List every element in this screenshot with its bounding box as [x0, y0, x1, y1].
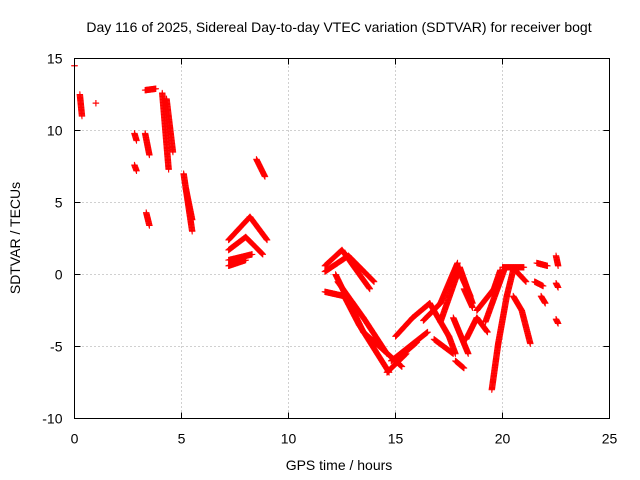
data-point [469, 304, 476, 311]
data-point [258, 250, 265, 257]
x-tick-labels: 0 5 10 15 20 25 [71, 431, 618, 447]
data-point [521, 277, 529, 284]
data-point [133, 137, 140, 144]
data-point [261, 173, 269, 180]
data-point [169, 148, 177, 156]
data-point [189, 216, 196, 223]
y-tick-label: 15 [47, 51, 63, 67]
data-point [450, 350, 457, 357]
x-tick-label: 15 [388, 431, 404, 447]
y-tick-label: -5 [50, 339, 63, 355]
data-point [259, 251, 267, 258]
y-axis-title: SDTVAR / TECUs [7, 182, 23, 294]
data-point [398, 363, 406, 370]
data-point [92, 99, 100, 107]
data-point [520, 264, 528, 271]
data-point [133, 167, 140, 175]
data-point [146, 151, 153, 159]
x-tick-label: 25 [602, 431, 618, 447]
data-point [554, 262, 562, 270]
data-point [554, 320, 562, 327]
chart-title: Day 116 of 2025, Sidereal Day-to-day VTE… [86, 19, 591, 35]
data-point [369, 276, 376, 284]
data-point [366, 285, 374, 293]
data-point [527, 340, 534, 347]
data-point [424, 328, 431, 336]
data-point [189, 228, 196, 235]
data-point [539, 282, 547, 290]
data-point [146, 222, 153, 229]
data-point [465, 350, 472, 357]
data-point [460, 364, 468, 372]
data-point [248, 251, 256, 258]
data-point [522, 277, 529, 285]
data-point [369, 277, 377, 284]
grid-layer [74, 58, 610, 419]
data-point [370, 277, 377, 285]
y-tick-label: 10 [47, 123, 63, 139]
y-tick-label: 0 [55, 267, 63, 283]
data-point [259, 250, 266, 258]
x-axis-title: GPS time / hours [286, 457, 393, 473]
y-tick-label: -10 [42, 411, 62, 427]
data-point [78, 112, 86, 120]
data-point [484, 328, 491, 336]
data-point [242, 256, 249, 264]
plot-frame [74, 58, 610, 419]
data-point [554, 284, 562, 291]
x-tick-label: 0 [71, 431, 79, 447]
data-point [152, 85, 160, 92]
data-point [263, 236, 271, 244]
data-points [71, 62, 562, 393]
data-point [522, 278, 530, 285]
data-point [544, 262, 551, 270]
data-point [258, 249, 265, 256]
tick-layer [74, 58, 610, 419]
x-tick-label: 10 [281, 431, 297, 447]
y-tick-label: 5 [55, 195, 63, 211]
x-tick-label: 5 [178, 431, 186, 447]
data-point [165, 166, 172, 173]
y-tick-labels: -10 -5 0 5 10 15 [42, 51, 62, 427]
data-point [370, 278, 378, 285]
data-point [542, 300, 549, 307]
data-point [413, 338, 421, 346]
x-tick-label: 20 [495, 431, 511, 447]
